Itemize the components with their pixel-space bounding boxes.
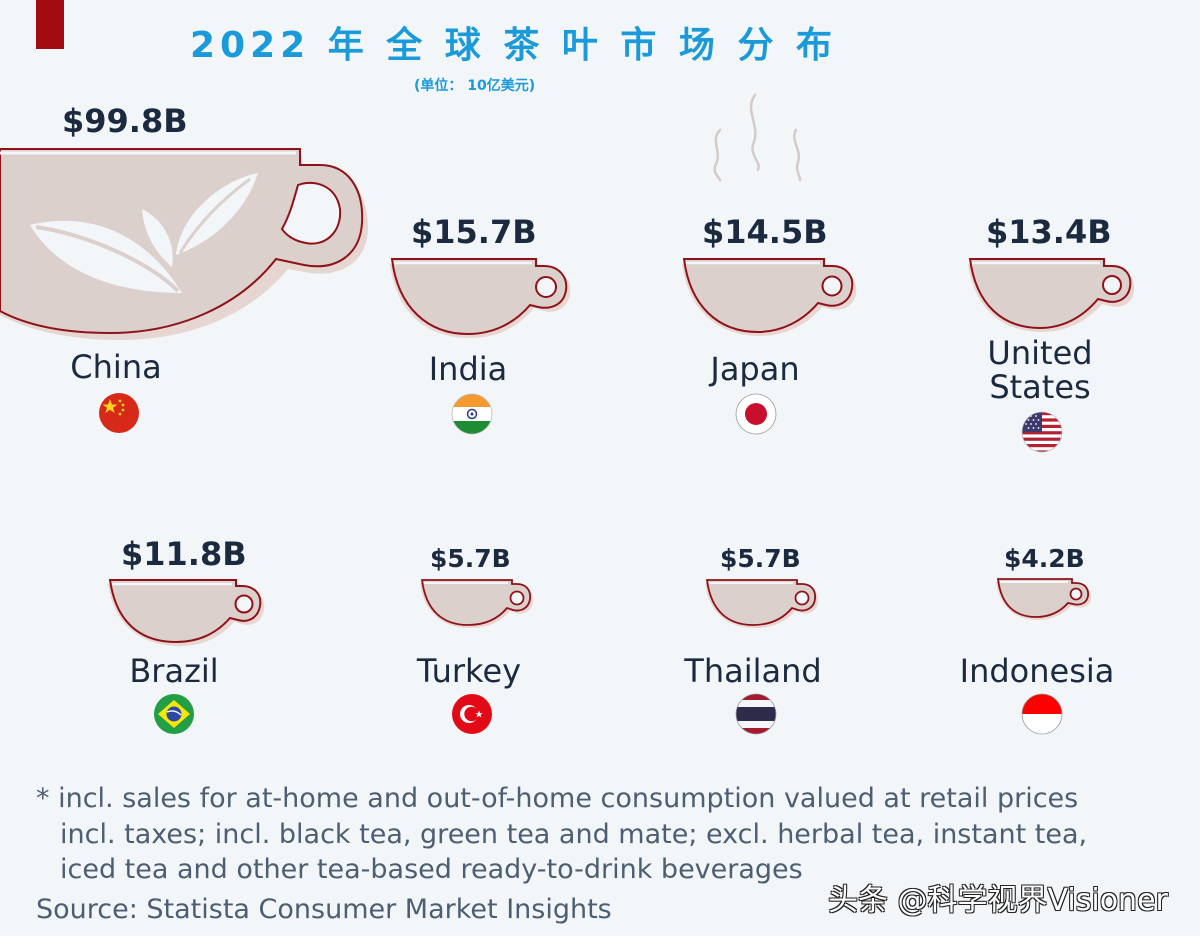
watermark: 头条 @科学视界Visioner: [828, 883, 1168, 918]
teacup-icon: [108, 579, 265, 646]
value-label-indonesia: $4.2B: [1004, 544, 1085, 573]
country-label-thailand: Thailand: [684, 652, 822, 690]
steam-icon: [700, 90, 810, 185]
teacup-icon: [996, 578, 1092, 620]
country-label-brazil: Brazil: [129, 652, 219, 690]
thailand-flag-icon: [735, 693, 777, 735]
footnote-line-2: incl. taxes; incl. black tea, green tea …: [60, 818, 1088, 850]
value-label-china: $99.8B: [62, 102, 188, 140]
teacup-icon: [682, 258, 857, 336]
teacup-china: [0, 145, 370, 345]
teacup-thailand: [703, 578, 821, 630]
accent-bar: [36, 0, 64, 49]
teacup-brazil: [106, 578, 268, 648]
value-label-turkey: $5.7B: [430, 544, 511, 573]
turkey-flag-icon: [451, 693, 493, 735]
value-label-thailand: $5.7B: [720, 544, 801, 573]
value-label-usa: $13.4B: [986, 213, 1112, 251]
teacup-usa: [966, 256, 1138, 334]
country-label-usa: United States: [970, 336, 1110, 404]
country-label-india: India: [428, 350, 508, 388]
source-text: Source: Statista Consumer Market Insight…: [36, 894, 612, 925]
japan-flag-icon: [735, 393, 777, 435]
value-label-brazil: $11.8B: [121, 535, 247, 573]
brazil-flag-icon: [153, 693, 195, 735]
value-label-japan: $14.5B: [702, 213, 828, 251]
footnote: * incl. sales for at-home and out-of-hom…: [36, 781, 1087, 888]
teacup-icon: [0, 148, 368, 340]
country-label-turkey: Turkey: [416, 652, 522, 690]
teacup-turkey: [418, 578, 536, 630]
chart-subtitle: (单位： 10亿美元): [414, 78, 536, 94]
teacup-icon: [968, 258, 1135, 332]
indonesia-flag-icon: [1021, 693, 1063, 735]
teacup-indonesia: [994, 578, 1094, 622]
country-label-usa-line1: United: [987, 334, 1093, 372]
usa-flag-icon: [1021, 411, 1063, 453]
teacup-icon: [390, 258, 571, 338]
footnote-line-3: iced tea and other tea-based ready-to-dr…: [60, 854, 803, 885]
teacup-india: [388, 256, 573, 341]
chart-title: 2022 年 全 球 茶 叶 市 场 分 布: [190, 25, 837, 66]
value-label-india: $15.7B: [411, 213, 537, 251]
teacup-icon: [705, 579, 819, 628]
teacup-icon: [420, 579, 534, 628]
teacup-japan: [680, 256, 860, 338]
country-label-japan: Japan: [710, 350, 800, 388]
country-label-indonesia: Indonesia: [959, 652, 1115, 690]
china-flag-icon: [98, 392, 140, 434]
india-flag-icon: [451, 393, 493, 435]
country-label-usa-line2: States: [989, 368, 1091, 406]
country-label-china: China: [70, 348, 162, 386]
footnote-line-1: * incl. sales for at-home and out-of-hom…: [36, 783, 1079, 814]
